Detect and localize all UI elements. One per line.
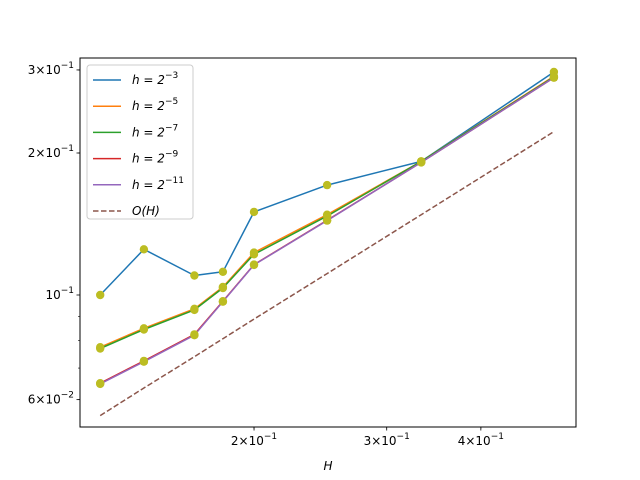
series-line-2	[99, 76, 555, 350]
data-point	[190, 271, 199, 280]
legend: h = 2−3 h = 2−5 h = 2−7 h = 2−9 h = 2−11 O(H)	[86, 64, 194, 220]
data-point	[96, 344, 105, 353]
x-tick-label: 2×10−1	[231, 432, 277, 448]
y-tick-label: 3×10−1	[28, 61, 74, 77]
x-tick-label: 4×10−1	[458, 432, 504, 448]
plot-area	[96, 67, 559, 417]
data-point	[139, 245, 149, 254]
x-tick-label: 3×10−1	[364, 432, 410, 448]
data-point	[249, 207, 259, 217]
series-line-0	[99, 71, 555, 296]
data-point	[322, 216, 332, 225]
data-point	[218, 283, 228, 293]
legend-label: h = 2−9	[132, 150, 178, 166]
data-point	[249, 250, 259, 259]
data-point	[218, 267, 228, 276]
data-point	[96, 379, 105, 389]
legend-label: h = 2−5	[132, 97, 178, 113]
y-tick-label: 2×10−1	[28, 144, 74, 160]
legend-label: h = 2−11	[132, 176, 184, 192]
data-point	[218, 297, 228, 306]
data-point	[249, 260, 259, 270]
legend-label: h = 2−3	[132, 71, 178, 87]
data-point	[96, 290, 105, 300]
series-line-5	[99, 130, 555, 417]
data-point	[322, 180, 332, 190]
data-point	[549, 73, 559, 82]
data-point	[139, 325, 149, 334]
data-point	[190, 331, 199, 340]
legend-box	[86, 64, 194, 220]
legend-label: O(H)	[132, 204, 160, 218]
plot-frame	[79, 57, 577, 428]
y-tick-label: 10−1	[45, 286, 74, 302]
x-axis-label: H	[323, 459, 332, 473]
axis-ticks: 2×10−1 3×10−1 4×10−1 6×10−2 10−1 2×10−1 3×10−1	[28, 61, 504, 448]
data-point	[190, 305, 199, 315]
data-point	[139, 357, 149, 366]
y-tick-label: 6×10−2	[28, 391, 74, 407]
data-point	[417, 158, 426, 167]
legend-label: h = 2−7	[132, 123, 178, 139]
series-line-4	[99, 76, 555, 385]
